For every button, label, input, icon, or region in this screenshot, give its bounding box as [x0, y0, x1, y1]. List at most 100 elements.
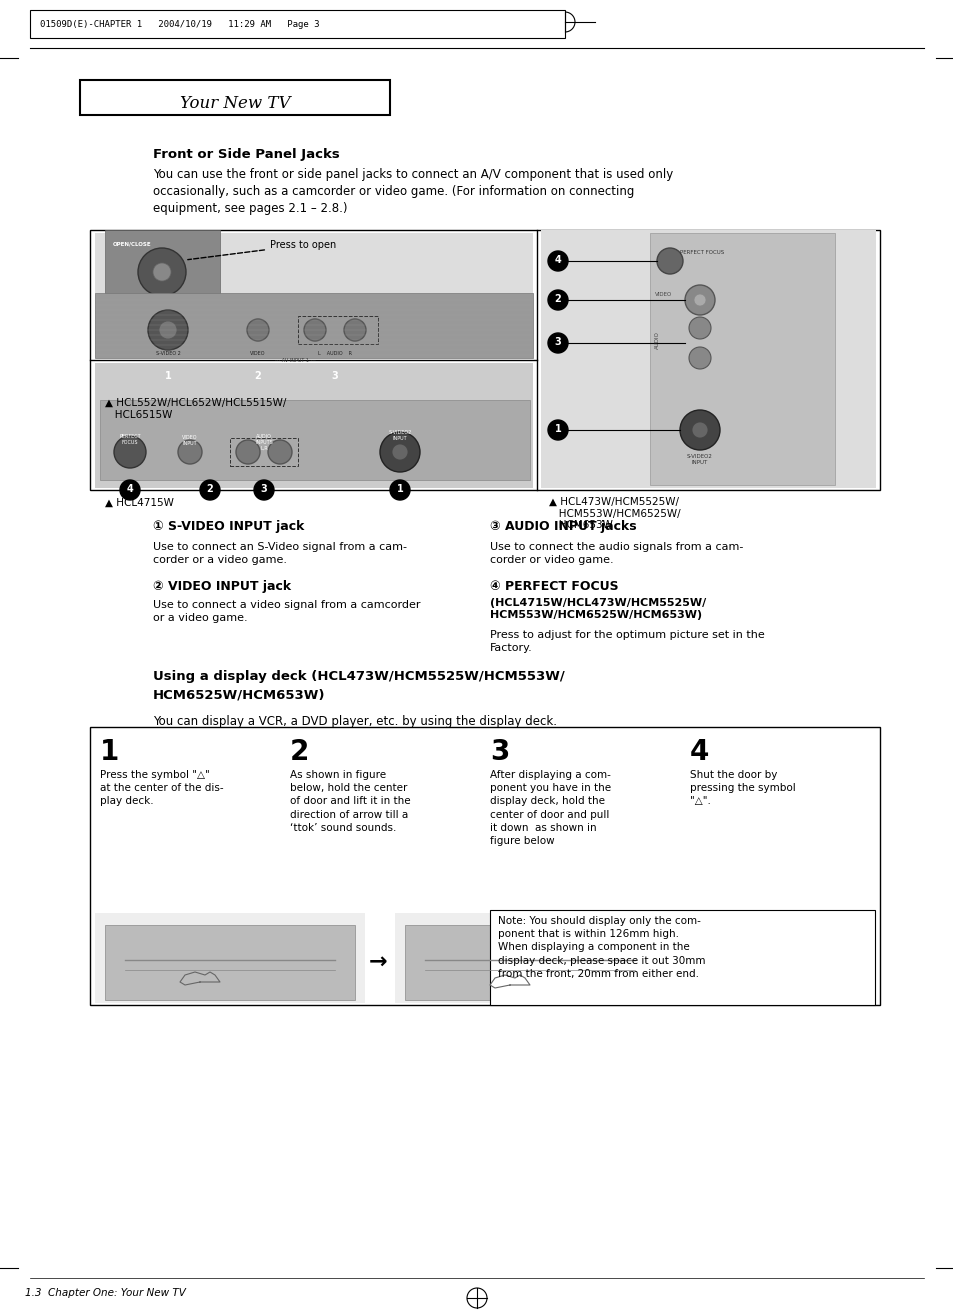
Circle shape: [344, 320, 366, 341]
Bar: [30, 10, 564, 38]
Text: VIDEO
INPUT: VIDEO INPUT: [182, 435, 197, 445]
Circle shape: [684, 286, 714, 314]
Text: 3: 3: [554, 337, 560, 347]
Circle shape: [547, 421, 567, 440]
Bar: [540, 231, 875, 489]
Text: 1: 1: [165, 371, 172, 381]
Text: Using a display deck (HCL473W/HCM5525W/HCM553W/
HCM6525W/HCM653W): Using a display deck (HCL473W/HCM5525W/H…: [152, 669, 564, 701]
Text: 3: 3: [490, 738, 509, 766]
Bar: [490, 910, 874, 1005]
Text: As shown in figure
below, hold the center
of door and lift it in the
direction o: As shown in figure below, hold the cente…: [290, 770, 410, 833]
Circle shape: [253, 479, 274, 500]
Text: S-VIDEO2
INPUT: S-VIDEO2 INPUT: [686, 455, 712, 465]
Circle shape: [392, 444, 408, 460]
Text: 3: 3: [260, 483, 267, 494]
Circle shape: [159, 321, 177, 339]
Circle shape: [547, 252, 567, 271]
Bar: [95, 233, 533, 358]
Text: Use to connect the audio signals from a cam-
corder or video game.: Use to connect the audio signals from a …: [490, 542, 742, 565]
Bar: [105, 231, 220, 295]
Text: ▲ HCL473W/HCM5525W/
   HCM553W/HCM6525W/
   HCM653W: ▲ HCL473W/HCM5525W/ HCM553W/HCM6525W/ HC…: [548, 496, 679, 531]
Text: 2: 2: [554, 293, 560, 304]
Bar: [90, 727, 879, 1005]
Bar: [95, 293, 533, 358]
Text: VIDEO: VIDEO: [655, 292, 672, 297]
Bar: [395, 913, 664, 1003]
Text: Use to connect a video signal from a camcorder
or a video game.: Use to connect a video signal from a cam…: [152, 600, 420, 624]
Text: PERFECT FOCUS: PERFECT FOCUS: [679, 249, 723, 254]
Text: 1.3  Chapter One: Your New TV: 1.3 Chapter One: Your New TV: [25, 1288, 186, 1298]
Text: AUDIO
INPUTS
L,R: AUDIO INPUTS L,R: [254, 434, 273, 451]
Circle shape: [148, 310, 188, 350]
Text: L    AUDIO    R: L AUDIO R: [317, 351, 352, 356]
Text: 4: 4: [689, 738, 709, 766]
Text: 4: 4: [127, 483, 133, 494]
Text: AUDIO: AUDIO: [655, 331, 659, 348]
Circle shape: [693, 293, 705, 307]
Bar: [95, 363, 533, 489]
Text: PERFECT
FOCUS: PERFECT FOCUS: [119, 434, 141, 445]
Text: Your New TV: Your New TV: [179, 96, 290, 111]
Circle shape: [268, 440, 292, 464]
Circle shape: [248, 367, 268, 386]
Text: Note: You should display only the com-
ponent that is within 126mm high.
When di: Note: You should display only the com- p…: [497, 916, 705, 979]
Text: Shut the door by
pressing the symbol
"△".: Shut the door by pressing the symbol "△"…: [689, 770, 795, 807]
Text: 2: 2: [207, 483, 213, 494]
Bar: [105, 925, 355, 1000]
Circle shape: [325, 367, 345, 386]
Text: Use to connect an S-Video signal from a cam-
corder or a video game.: Use to connect an S-Video signal from a …: [152, 542, 407, 565]
Circle shape: [138, 248, 186, 296]
Bar: [95, 913, 365, 1003]
Bar: [297, 316, 377, 345]
Text: ▲ HCL4715W: ▲ HCL4715W: [105, 498, 173, 508]
Text: --- AV INPUT 1 ---: --- AV INPUT 1 ---: [274, 358, 315, 363]
Circle shape: [688, 347, 710, 369]
Text: S-VIDEO2
INPUT: S-VIDEO2 INPUT: [388, 430, 411, 440]
Text: 2: 2: [290, 738, 309, 766]
Circle shape: [691, 422, 707, 438]
Text: Press the symbol "△"
at the center of the dis-
play deck.: Press the symbol "△" at the center of th…: [100, 770, 223, 807]
Text: →: →: [368, 952, 387, 972]
Text: ④ PERFECT FOCUS: ④ PERFECT FOCUS: [490, 580, 618, 593]
Text: You can use the front or side panel jacks to connect an A/V component that is us: You can use the front or side panel jack…: [152, 168, 673, 215]
Text: 4: 4: [554, 255, 560, 265]
Text: 1: 1: [396, 483, 403, 494]
Circle shape: [657, 248, 682, 274]
Circle shape: [113, 436, 146, 468]
Text: ③ AUDIO INPUT jacks: ③ AUDIO INPUT jacks: [490, 520, 636, 533]
Text: OPEN/CLOSE: OPEN/CLOSE: [112, 241, 152, 246]
Circle shape: [235, 440, 260, 464]
Bar: [405, 925, 655, 1000]
Circle shape: [547, 333, 567, 352]
Text: 01509D(E)-CHAPTER 1   2004/10/19   11:29 AM   Page 3: 01509D(E)-CHAPTER 1 2004/10/19 11:29 AM …: [40, 20, 319, 29]
Circle shape: [247, 320, 269, 341]
Text: Press to open: Press to open: [188, 240, 335, 259]
Circle shape: [178, 440, 202, 464]
Text: S-VIDEO 2: S-VIDEO 2: [155, 351, 180, 356]
Circle shape: [547, 290, 567, 310]
Text: ① S-VIDEO INPUT jack: ① S-VIDEO INPUT jack: [152, 520, 304, 533]
Bar: [649, 233, 834, 485]
Text: After displaying a com-
ponent you have in the
display deck, hold the
center of : After displaying a com- ponent you have …: [490, 770, 611, 846]
Circle shape: [679, 410, 720, 451]
Circle shape: [304, 320, 326, 341]
Circle shape: [200, 479, 220, 500]
Text: ② VIDEO INPUT jack: ② VIDEO INPUT jack: [152, 580, 291, 593]
Text: Press to adjust for the optimum picture set in the
Factory.: Press to adjust for the optimum picture …: [490, 630, 764, 654]
Circle shape: [152, 263, 171, 282]
Text: ▲ HCL552W/HCL652W/HCL5515W/
   HCL6515W: ▲ HCL552W/HCL652W/HCL5515W/ HCL6515W: [105, 398, 286, 419]
Text: (HCL4715W/HCL473W/HCM5525W/
HCM553W/HCM6525W/HCM653W): (HCL4715W/HCL473W/HCM5525W/ HCM553W/HCM6…: [490, 597, 705, 621]
Circle shape: [390, 479, 410, 500]
Text: You can display a VCR, a DVD player, etc. by using the display deck.: You can display a VCR, a DVD player, etc…: [152, 715, 557, 728]
Circle shape: [158, 367, 178, 386]
Circle shape: [688, 317, 710, 339]
Bar: [90, 231, 879, 490]
Circle shape: [120, 479, 140, 500]
Text: 2: 2: [254, 371, 261, 381]
Text: 3: 3: [332, 371, 338, 381]
Text: Front or Side Panel Jacks: Front or Side Panel Jacks: [152, 148, 339, 161]
Text: 1: 1: [100, 738, 119, 766]
Text: 1: 1: [554, 424, 560, 434]
Bar: [100, 400, 530, 479]
Circle shape: [379, 432, 419, 472]
